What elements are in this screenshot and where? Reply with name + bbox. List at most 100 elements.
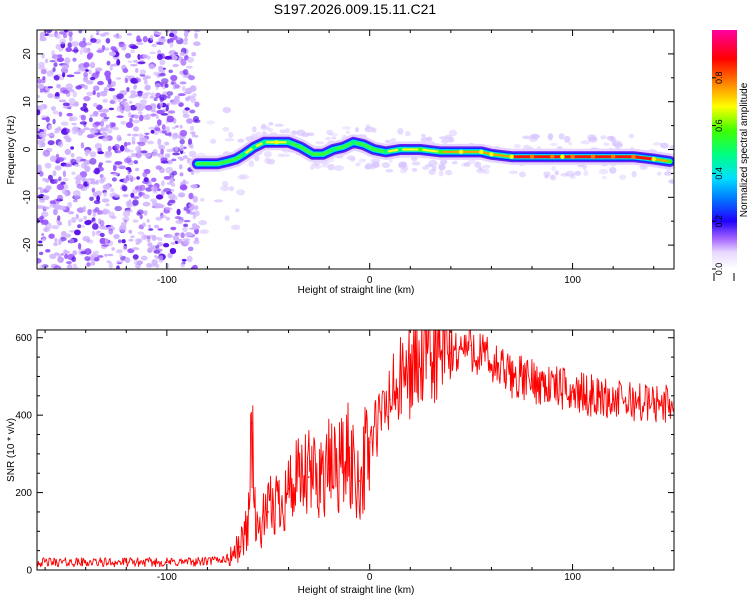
noise-speckle	[157, 237, 163, 242]
noise-speckle	[129, 117, 133, 123]
noise-speckle	[80, 114, 86, 121]
noise-speckle	[113, 194, 121, 198]
snr-point	[389, 398, 391, 401]
noise-speckle	[92, 230, 96, 237]
noise-speckle	[93, 257, 100, 262]
noise-speckle	[186, 209, 191, 214]
noise-speckle	[37, 83, 45, 90]
halo-speckle	[236, 189, 246, 196]
noise-speckle	[86, 262, 91, 267]
noise-speckle	[131, 136, 136, 143]
noise-speckle	[193, 119, 201, 123]
noise-speckle	[87, 209, 92, 216]
noise-speckle	[132, 59, 139, 63]
noise-speckle	[84, 160, 91, 165]
halo-speckle	[252, 126, 257, 133]
noise-speckle	[52, 110, 59, 115]
noise-speckle	[67, 201, 72, 208]
noise-speckle	[52, 118, 56, 125]
noise-speckle	[163, 176, 171, 180]
noise-speckle	[144, 152, 151, 158]
snr-ylabel: SNR (10 * v/v)	[6, 418, 17, 482]
noise-speckle	[133, 160, 139, 165]
noise-speckle	[137, 147, 142, 154]
noise-speckle	[158, 255, 164, 261]
noise-speckle	[119, 254, 123, 258]
noise-speckle	[150, 103, 156, 107]
noise-speckle	[67, 106, 72, 110]
halo-speckle	[421, 134, 426, 138]
noise-speckle	[37, 206, 43, 210]
noise-speckle	[92, 212, 96, 217]
noise-speckle	[151, 43, 157, 48]
noise-speckle	[161, 124, 166, 131]
noise-speckle	[54, 237, 58, 243]
halo-speckle	[235, 208, 240, 213]
noise-speckle	[105, 203, 110, 207]
halo-speckle	[237, 138, 245, 143]
ridge-point	[397, 147, 403, 152]
noise-speckle	[157, 138, 162, 146]
noise-speckle	[167, 252, 173, 259]
noise-speckle	[124, 77, 129, 84]
noise-speckle	[60, 253, 65, 256]
noise-speckle	[155, 114, 159, 120]
noise-speckle	[45, 185, 52, 191]
noise-speckle	[47, 140, 55, 146]
noise-speckle	[108, 107, 115, 111]
noise-speckle	[73, 176, 82, 180]
noise-speckle	[59, 38, 66, 45]
noise-speckle	[194, 134, 199, 138]
halo-speckle	[327, 163, 335, 171]
noise-speckle	[98, 164, 102, 168]
noise-speckle	[190, 184, 198, 189]
noise-speckle	[165, 217, 170, 221]
spectrogram-ylabel: Frequency (Hz)	[6, 116, 17, 185]
noise-speckle	[182, 155, 188, 160]
noise-speckle	[37, 187, 43, 190]
noise-speckle	[54, 178, 58, 184]
noise-speckle	[183, 239, 190, 245]
noise-speckle	[122, 98, 127, 102]
noise-speckle	[66, 128, 71, 134]
noise-speckle	[188, 75, 196, 81]
noise-speckle	[179, 144, 184, 152]
x-tick-label: 100	[564, 572, 581, 583]
noise-speckle	[155, 216, 163, 221]
noise-speckle	[174, 232, 180, 236]
noise-speckle	[130, 235, 135, 239]
noise-speckle	[171, 126, 176, 130]
noise-speckle	[56, 57, 65, 63]
noise-speckle	[89, 76, 96, 81]
noise-speckle	[127, 142, 131, 146]
noise-speckle	[164, 207, 173, 211]
ridge-core-segment	[384, 148, 402, 153]
noise-speckle	[65, 233, 71, 238]
noise-speckle	[53, 242, 59, 247]
noise-speckle	[145, 113, 151, 121]
halo-speckle	[279, 129, 287, 134]
snr-point	[348, 456, 351, 459]
halo-speckle	[224, 215, 230, 221]
noise-speckle	[179, 158, 184, 161]
halo-speckle	[476, 168, 486, 174]
noise-speckle	[60, 236, 67, 242]
halo-speckle	[513, 144, 522, 149]
halo-speckle	[619, 174, 627, 180]
halo-speckle	[365, 124, 371, 130]
noise-speckle	[148, 63, 155, 70]
noise-speckle	[58, 99, 67, 103]
noise-speckle	[104, 152, 112, 159]
halo-speckle	[558, 133, 565, 140]
halo-speckle	[314, 141, 325, 145]
noise-speckle	[194, 32, 198, 39]
halo-speckle	[198, 220, 207, 226]
noise-speckle	[128, 238, 134, 242]
snr-point	[255, 534, 257, 536]
noise-speckle	[103, 86, 108, 94]
noise-speckle	[93, 250, 100, 254]
noise-speckle	[96, 49, 105, 53]
noise-speckle	[105, 74, 111, 81]
halo-speckle	[220, 185, 230, 192]
noise-speckle	[114, 205, 122, 212]
